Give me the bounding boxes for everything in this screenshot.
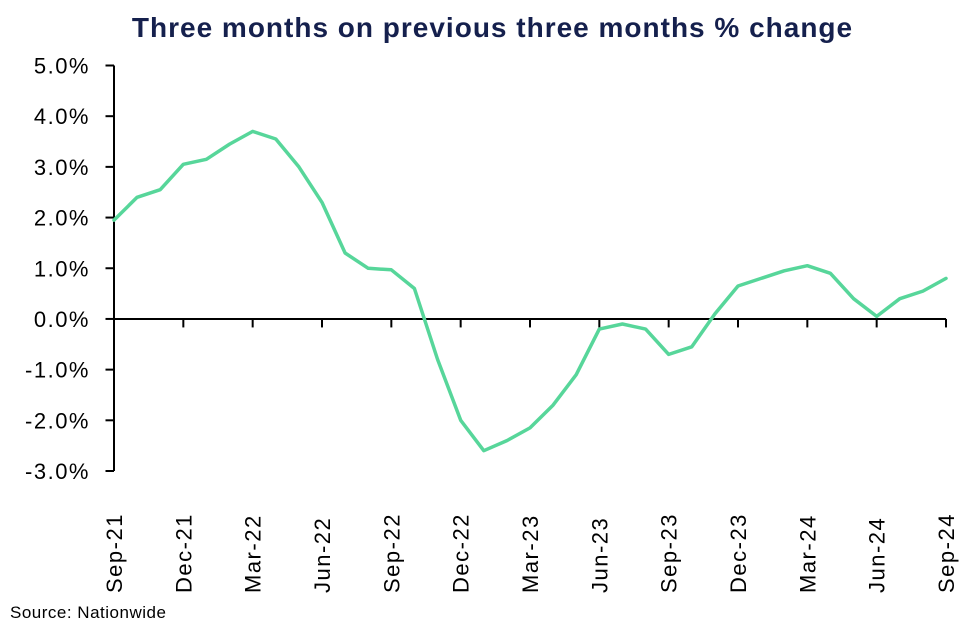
x-axis-label: Mar-22 — [241, 514, 266, 593]
y-axis-label: 3.0% — [34, 155, 90, 180]
x-axis-label: Jun-22 — [310, 517, 335, 593]
y-axis-label: -1.0% — [25, 358, 90, 383]
y-axis-label: -2.0% — [25, 408, 90, 433]
x-axis-label: Mar-23 — [518, 514, 543, 593]
chart-title: Three months on previous three months % … — [131, 12, 854, 43]
x-axis-label: Dec-22 — [449, 513, 474, 593]
x-axis-label: Sep-23 — [657, 513, 682, 593]
y-axis-label: 0.0% — [34, 307, 90, 332]
x-axis-label: Sep-22 — [379, 513, 404, 593]
y-axis-label: 1.0% — [34, 256, 90, 281]
y-axis-label: 5.0% — [34, 54, 90, 79]
x-axis-label: Dec-21 — [171, 513, 196, 593]
x-axis-label: Sep-21 — [102, 513, 127, 593]
x-axis-label: Mar-24 — [795, 514, 820, 593]
x-axis-label: Sep-24 — [934, 513, 959, 593]
source-note: Source: Nationwide — [10, 603, 167, 622]
y-axis-label: -3.0% — [25, 459, 90, 484]
y-axis-label: 2.0% — [34, 206, 90, 231]
data-line — [112, 129, 948, 453]
x-axis-label: Jun-23 — [587, 517, 612, 593]
x-axis-label: Jun-24 — [865, 517, 890, 593]
x-axis-label: Dec-23 — [726, 513, 751, 593]
y-axis-label: 4.0% — [34, 104, 90, 129]
